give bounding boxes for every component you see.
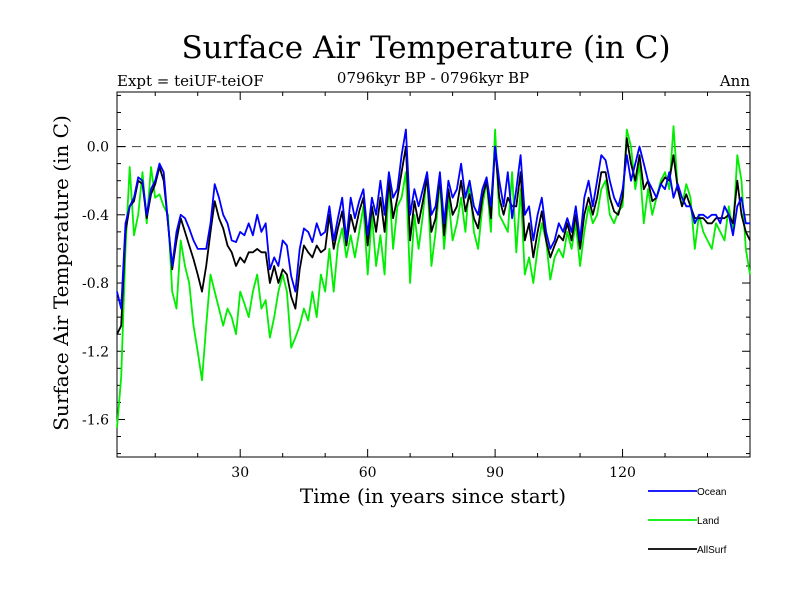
series-line-allsurf — [116, 137, 751, 335]
season-label: Ann — [719, 72, 750, 90]
y-axis-label: Surface Air Temperature (in C) — [49, 115, 73, 431]
legend-label-ocean: Ocean — [697, 487, 726, 498]
experiment-label: Expt = teiUF-teiOF — [117, 72, 264, 90]
legend: Ocean Land AllSurf — [648, 487, 727, 556]
x-axis-label: Time (in years since start) — [300, 484, 566, 508]
y-tick-label: -1.6 — [82, 412, 109, 428]
series-line-ocean — [116, 128, 750, 310]
y-tick-label: -0.4 — [82, 208, 109, 224]
axes: 0.0 -0.4 -0.8 -1.2 -1.6 30 60 90 120 — [82, 92, 751, 481]
chart-title: Surface Air Temperature (in C) — [181, 30, 670, 66]
y-tick-label: -1.2 — [82, 344, 109, 360]
series-line-land — [116, 125, 751, 429]
x-tick-label: 90 — [486, 465, 504, 481]
legend-label-land: Land — [697, 516, 719, 527]
x-tick-label: 30 — [231, 465, 249, 481]
y-tick-label: 0.0 — [87, 140, 109, 156]
legend-label-allsurf: AllSurf — [697, 545, 727, 556]
y-tick-label: -0.8 — [82, 276, 109, 292]
period-label: 0796kyr BP - 0796kyr BP — [337, 69, 529, 87]
x-tick-label: 120 — [609, 465, 636, 481]
series-lines — [116, 125, 751, 429]
x-tick-label: 60 — [359, 465, 377, 481]
